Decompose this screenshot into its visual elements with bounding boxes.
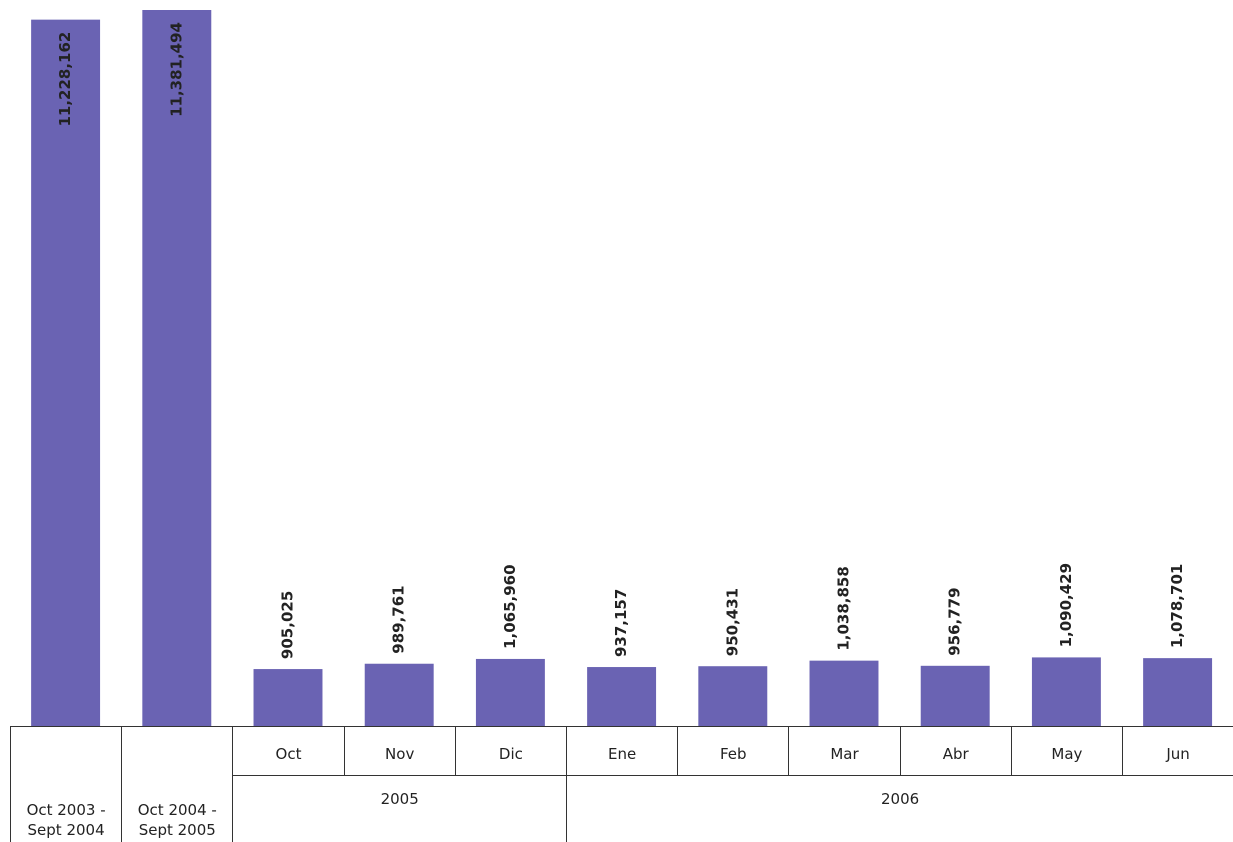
bar <box>1143 658 1213 726</box>
value-label: 11,228,162 <box>56 32 74 127</box>
x-tick-label: Jun <box>1122 726 1233 775</box>
x-tick-label-text: Dic <box>498 745 523 763</box>
plot-area: 11,228,162 11,381,494 905,025 989,761 1,065,… <box>31 10 1213 726</box>
x-tick-label: Oct 2003 - Sept 2004 <box>10 726 122 842</box>
bar <box>31 19 101 726</box>
bar <box>587 667 657 726</box>
value-label: 1,090,429 <box>1057 563 1075 647</box>
x-tick-label-text: Oct <box>275 745 302 763</box>
x-tick-label-text: Abr <box>942 745 969 763</box>
x-tick-label: Oct 2004 - Sept 2005 <box>121 726 233 842</box>
x-tick-label-text: Ene <box>607 745 637 763</box>
x-tick-label-text: May <box>1051 745 1083 763</box>
x-tick-label-text: Feb <box>720 745 747 763</box>
group-label-text: 2005 <box>380 790 419 808</box>
value-label: 1,078,701 <box>1168 564 1186 648</box>
value-label: 989,761 <box>390 585 408 653</box>
x-tick-label: Feb <box>677 726 789 775</box>
bar <box>809 660 879 726</box>
value-label: 956,779 <box>946 587 964 655</box>
bar <box>698 666 768 726</box>
x-tick-label: Oct <box>232 726 344 775</box>
x-tick-label-text: Oct 2004 - Sept 2005 <box>137 801 217 839</box>
x-tick-label-text: Jun <box>1166 745 1190 763</box>
bar <box>1031 657 1101 726</box>
x-tick-label-text: Nov <box>385 745 415 763</box>
x-tick-label: May <box>1010 726 1122 775</box>
x-tick-label-text: Mar <box>830 745 859 763</box>
value-label: 937,157 <box>612 589 630 657</box>
value-label: 11,381,494 <box>167 22 185 117</box>
x-tick-label: Ene <box>566 726 678 775</box>
value-label: 950,431 <box>723 588 741 656</box>
bar <box>142 10 212 726</box>
group-label: 2006 <box>566 775 1233 842</box>
x-tick-label: Mar <box>788 726 900 775</box>
bar <box>364 663 434 726</box>
group-label-text: 2006 <box>881 790 920 808</box>
value-label: 905,025 <box>279 591 297 659</box>
value-label: 1,038,858 <box>835 566 853 650</box>
bar <box>253 669 323 726</box>
x-tick-label: Abr <box>899 726 1011 775</box>
bar <box>920 665 990 726</box>
value-label: 1,065,960 <box>501 564 519 648</box>
x-tick-label-text: Oct 2003 - Sept 2004 <box>26 801 106 839</box>
x-tick-label: Dic <box>454 726 566 775</box>
bar <box>475 658 545 726</box>
x-tick-label: Nov <box>343 726 455 775</box>
group-label: 2005 <box>232 775 566 842</box>
